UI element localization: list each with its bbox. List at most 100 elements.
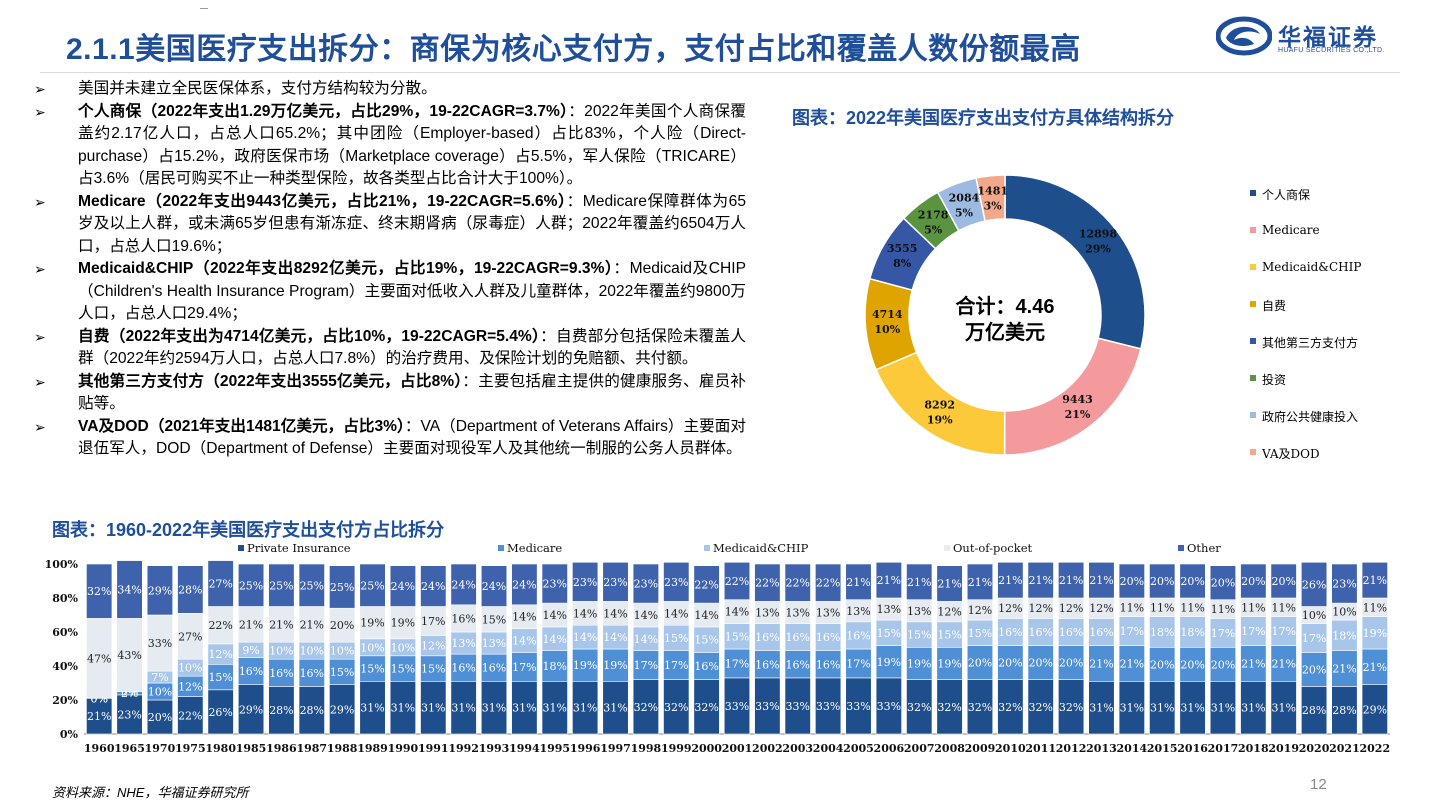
- donut-pct-label: 10%: [874, 323, 900, 336]
- x-tick-label: 1975: [175, 742, 206, 755]
- bar-chart-title: 图表：1960-2022年美国医疗支出支付方占比拆分: [52, 520, 445, 540]
- bar-value-label: 12%: [1089, 602, 1113, 615]
- bar-value-label: 17%: [1241, 625, 1265, 638]
- bar-segment: [1270, 645, 1297, 682]
- page-title: 2.1.1美国医疗支出拆分：商保为核心支付方，支付占比和覆盖人数份额最高: [66, 33, 1081, 66]
- bar-value-label: 16%: [998, 626, 1022, 639]
- legend-label: 政府公共健康投入: [1262, 410, 1359, 424]
- bar-value-label: 26%: [208, 706, 232, 719]
- bar-value-label: 20%: [1271, 575, 1295, 588]
- donut-legend: 个人商保 Medicare Medicaid&CHIP 自费 其他第三方支付方 投资 政府公…: [1250, 186, 1361, 482]
- bar-value-label: 17%: [421, 615, 445, 628]
- bar-value-label: 10%: [360, 641, 384, 654]
- bar-value-label: 15%: [664, 632, 688, 645]
- legend-item: 其他第三方支付方: [1250, 334, 1361, 371]
- bullet-heading: VA及DOD（2021年支出1481亿美元，占比3%）: [78, 417, 405, 435]
- donut-pct-label: 5%: [955, 206, 974, 219]
- x-tick-label: 1993: [479, 742, 510, 755]
- x-tick-label: 2001: [722, 742, 753, 755]
- bar-value-label: 24%: [512, 578, 536, 591]
- bar-segment: [1270, 616, 1297, 646]
- legend-item: 个人商保: [1250, 186, 1361, 223]
- bullet-text: ：主要包括雇主提供的健康服务、雇员补贴等。: [78, 372, 746, 413]
- bar-value-label: 16%: [786, 631, 810, 644]
- bullet-item: ➢ 其他第三方支付方（2022年支出3555亿美元，占比8%）：主要包括雇主提供的…: [34, 371, 746, 416]
- bar-value-label: 23%: [603, 576, 627, 589]
- bar-value-label: 25%: [360, 579, 384, 592]
- bar-value-label: 16%: [269, 667, 293, 680]
- bar-value-label: 31%: [512, 702, 536, 715]
- bar-value-label: 21%: [1059, 574, 1083, 587]
- bar-value-label: 11%: [1211, 603, 1235, 616]
- bar-value-label: 18%: [1150, 626, 1174, 639]
- bar-value-label: 20%: [1120, 575, 1144, 588]
- bar-value-label: 7%: [151, 671, 168, 684]
- x-tick-label: 2021: [1329, 742, 1360, 755]
- bar-value-label: 12%: [968, 604, 992, 617]
- bar-legend-swatch: [238, 545, 244, 551]
- bar-value-label: 29%: [1363, 703, 1387, 716]
- bullet-arrow-icon: ➢: [34, 373, 46, 390]
- bar-segment: [693, 626, 720, 653]
- bar-value-label: 14%: [634, 609, 658, 622]
- bar-value-label: 18%: [543, 660, 567, 673]
- bar-segment: [1058, 561, 1085, 599]
- bar-segment: [420, 565, 447, 607]
- bar-value-label: 22%: [725, 575, 749, 588]
- bullet-arrow-icon: ➢: [34, 418, 46, 435]
- bar-segment: [754, 623, 781, 652]
- x-tick-label: 2011: [1025, 742, 1056, 755]
- bar-value-label: 14%: [634, 633, 658, 646]
- bar-value-label: 15%: [421, 663, 445, 676]
- bar-value-label: 12%: [208, 648, 232, 661]
- bar-segment: [693, 652, 720, 680]
- bar-segment: [754, 677, 781, 735]
- bar-value-label: 14%: [603, 607, 627, 620]
- x-tick-label: 1980: [205, 742, 236, 755]
- bar-segment: [237, 606, 265, 643]
- bar-value-label: 31%: [482, 702, 506, 715]
- bar-segment: [784, 563, 811, 602]
- bar-segment: [298, 563, 325, 607]
- bar-value-label: 28%: [1302, 704, 1326, 717]
- bar-value-label: 31%: [543, 702, 567, 715]
- bar-value-label: 16%: [694, 660, 718, 673]
- bar-segment: [906, 679, 933, 735]
- bar-segment: [845, 563, 872, 601]
- legend-swatch: [1250, 190, 1256, 196]
- bar-value-label: 31%: [360, 702, 384, 715]
- y-tick-label: 100%: [45, 558, 79, 571]
- bar-value-label: 33%: [786, 700, 810, 713]
- bar-segment: [1149, 616, 1176, 648]
- bar-value-label: 15%: [208, 671, 232, 684]
- bullet-arrow-icon: ➢: [34, 103, 46, 120]
- bar-value-label: 28%: [1332, 704, 1356, 717]
- bar-segment: [389, 565, 416, 607]
- bullet-list: ➢ 美国并未建立全民医保体系，支付方结构较为分散。 ➢ 个人商保（2022年支出1.2…: [34, 78, 746, 461]
- bar-segment: [663, 650, 690, 680]
- y-tick-label: 80%: [52, 592, 78, 605]
- bar-value-label: 32%: [907, 701, 931, 714]
- bar-segment: [1179, 681, 1206, 735]
- bar-value-label: 13%: [451, 637, 475, 650]
- bar-value-label: 23%: [634, 578, 658, 591]
- bar-value-label: 32%: [694, 701, 718, 714]
- bar-value-label: 21%: [1271, 657, 1295, 670]
- x-tick-label: 2022: [1360, 742, 1391, 755]
- bar-value-label: 15%: [725, 630, 749, 643]
- bar-value-label: 13%: [846, 605, 870, 618]
- bar-value-label: 15%: [877, 627, 901, 640]
- bar-value-label: 32%: [937, 701, 961, 714]
- bar-value-label: 31%: [1150, 702, 1174, 715]
- bar-segment: [815, 677, 842, 735]
- bar-value-label: 21%: [907, 576, 931, 589]
- bar-value-label: 29%: [239, 703, 263, 716]
- bar-segment: [207, 664, 234, 691]
- x-tick-label: 2003: [782, 742, 813, 755]
- bar-value-label: 31%: [1089, 702, 1113, 715]
- donut-value-label: 3555: [887, 242, 918, 255]
- bar-value-label: 11%: [1150, 601, 1174, 614]
- bar-value-label: 33%: [148, 637, 172, 650]
- bar-segment: [1149, 681, 1176, 735]
- bar-value-label: 19%: [877, 656, 901, 669]
